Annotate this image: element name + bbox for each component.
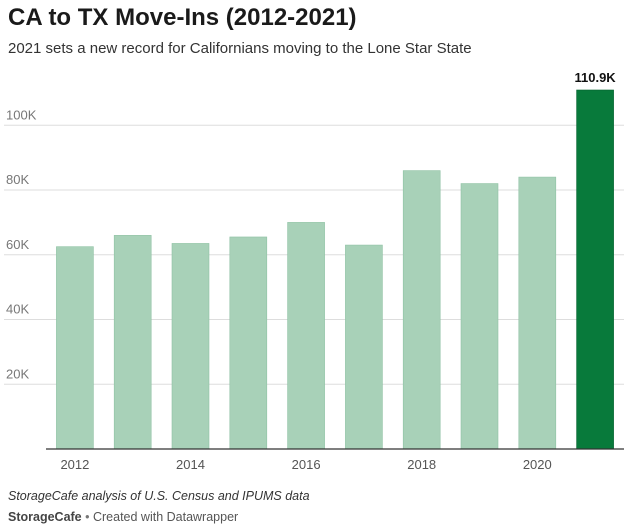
bar-2016: [287, 222, 325, 450]
x-tick-label: 2014: [176, 457, 205, 472]
x-axis-labels: 2012 2014 2016 2018 2020: [60, 457, 551, 472]
bar-2019: [460, 183, 499, 450]
x-tick-label: 2018: [407, 457, 436, 472]
chart-title: CA to TX Move-Ins (2012-2021): [8, 4, 357, 31]
bar-2014: [171, 243, 210, 450]
footer-credit: StorageCafe • Created with Datawrapper: [8, 510, 238, 524]
bar-2012: [56, 246, 94, 450]
x-tick-label: 2016: [292, 457, 321, 472]
bar-2020: [518, 176, 557, 450]
bar-2021: [576, 89, 614, 450]
chart-subtitle: 2021 sets a new record for Californians …: [8, 40, 472, 57]
source-note: StorageCafe analysis of U.S. Census and …: [8, 489, 310, 503]
datawrapper-credit: Created with Datawrapper: [92, 510, 239, 524]
storagecafe-logo: StorageCafe: [8, 510, 82, 524]
y-tick-label: 100K: [6, 107, 37, 122]
x-tick-label: 2020: [523, 457, 552, 472]
y-tick-label: 60K: [6, 237, 29, 252]
y-tick-label: 80K: [6, 172, 29, 187]
footer-separator: •: [85, 510, 93, 524]
x-tick-label: 2012: [60, 457, 89, 472]
bar-chart: 20K 40K 60K 80K 100K 110.9K 2012 2014 2016 2018…: [4, 70, 624, 472]
bar-value-label: 110.9K: [574, 70, 616, 85]
bars: 110.9K: [46, 70, 624, 450]
bar-2018: [402, 170, 441, 450]
y-tick-label: 20K: [6, 366, 29, 381]
bar-2013: [113, 235, 152, 450]
bar-2017: [345, 244, 383, 450]
y-axis-labels: 20K 40K 60K 80K 100K: [6, 107, 37, 381]
y-tick-label: 40K: [6, 302, 29, 317]
bar-2015: [229, 236, 268, 450]
